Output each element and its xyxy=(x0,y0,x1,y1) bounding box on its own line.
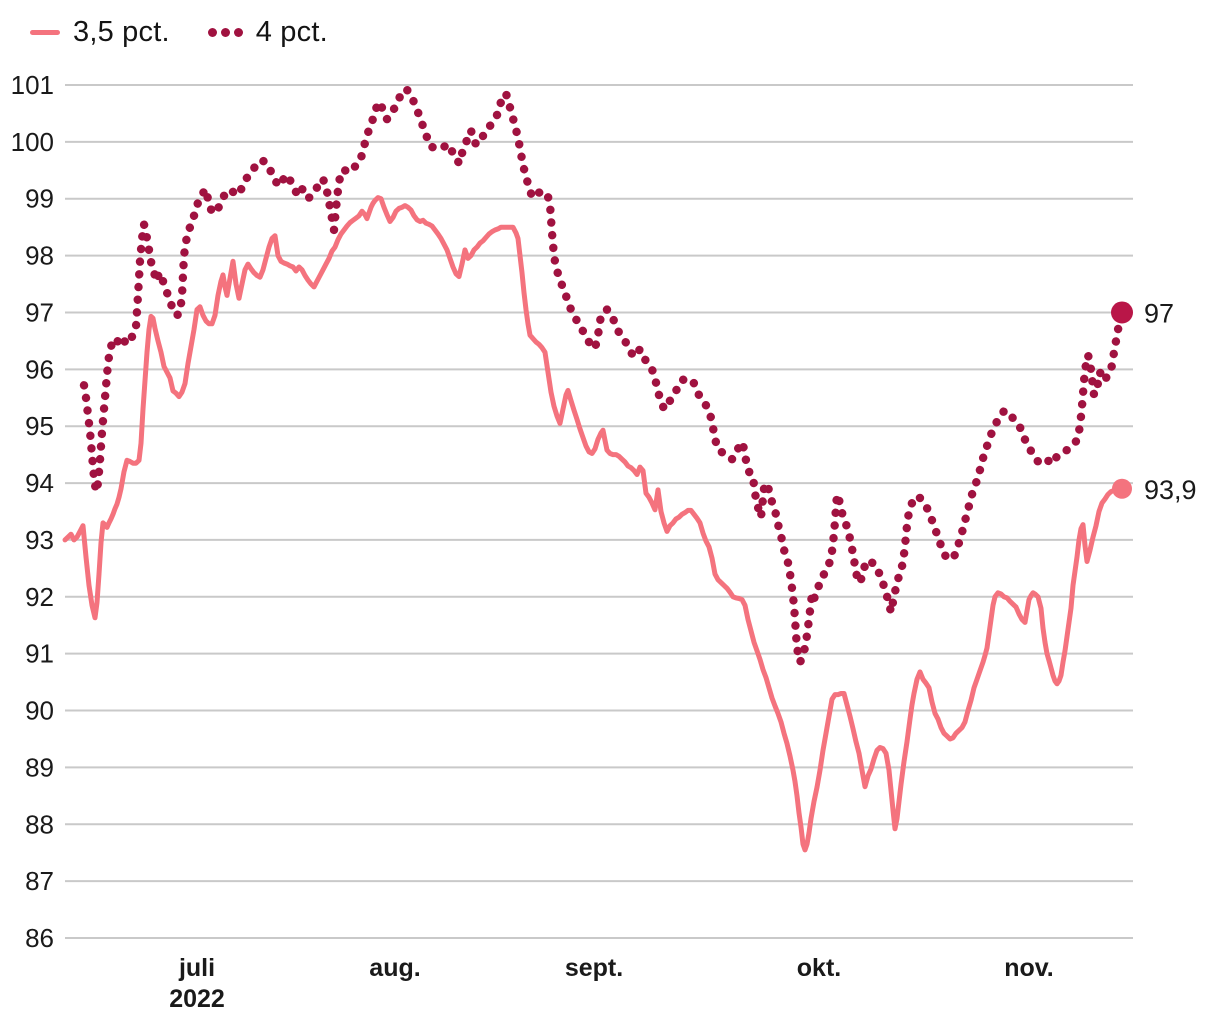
legend-item-4-pct: 4 pct. xyxy=(207,16,328,49)
y-tick-label-86: 86 xyxy=(25,923,54,953)
y-tick-label-89: 89 xyxy=(25,752,54,782)
x-axis-year-label: 2022 xyxy=(169,985,225,1013)
end-value-label-3-5-pct: 93,9 xyxy=(1144,475,1197,505)
legend-swatch-dotted-line xyxy=(207,28,243,37)
legend-swatch-solid-line xyxy=(30,30,60,35)
chart-legend: 3,5 pct. 4 pct. xyxy=(30,16,328,49)
legend-label-4-pct: 4 pct. xyxy=(255,16,328,48)
x-axis-label-aug: aug. xyxy=(369,954,420,982)
y-tick-label-87: 87 xyxy=(25,866,54,896)
series-line-3-5-pct xyxy=(62,195,1125,853)
y-tick-label-101: 101 xyxy=(11,70,54,100)
y-tick-label-88: 88 xyxy=(25,809,54,839)
y-tick-label-97: 97 xyxy=(25,297,54,327)
y-tick-label-99: 99 xyxy=(25,184,54,214)
y-tick-label-91: 91 xyxy=(25,639,54,669)
end-dot-3-5-pct xyxy=(1112,478,1132,499)
y-tick-label-100: 100 xyxy=(11,127,54,157)
legend-label-3-5-pct: 3,5 pct. xyxy=(73,16,170,48)
series-line-4-pct xyxy=(79,84,1127,667)
y-tick-label-92: 92 xyxy=(25,582,54,612)
y-tick-label-94: 94 xyxy=(25,468,54,498)
y-tick-label-93: 93 xyxy=(25,525,54,555)
end-value-label-4-pct: 97 xyxy=(1144,298,1174,328)
y-tick-label-96: 96 xyxy=(25,354,54,384)
y-tick-label-98: 98 xyxy=(25,241,54,271)
x-axis-label-nov: nov. xyxy=(1004,954,1054,982)
x-axis-label-sept: sept. xyxy=(565,954,623,982)
y-tick-label-95: 95 xyxy=(25,411,54,441)
x-axis-label-juli: juli xyxy=(178,954,215,982)
legend-item-3-5-pct: 3,5 pct. xyxy=(30,16,170,49)
x-axis-label-okt: okt. xyxy=(797,954,841,982)
y-tick-label-90: 90 xyxy=(25,696,54,726)
end-dot-4-pct xyxy=(1111,301,1133,324)
